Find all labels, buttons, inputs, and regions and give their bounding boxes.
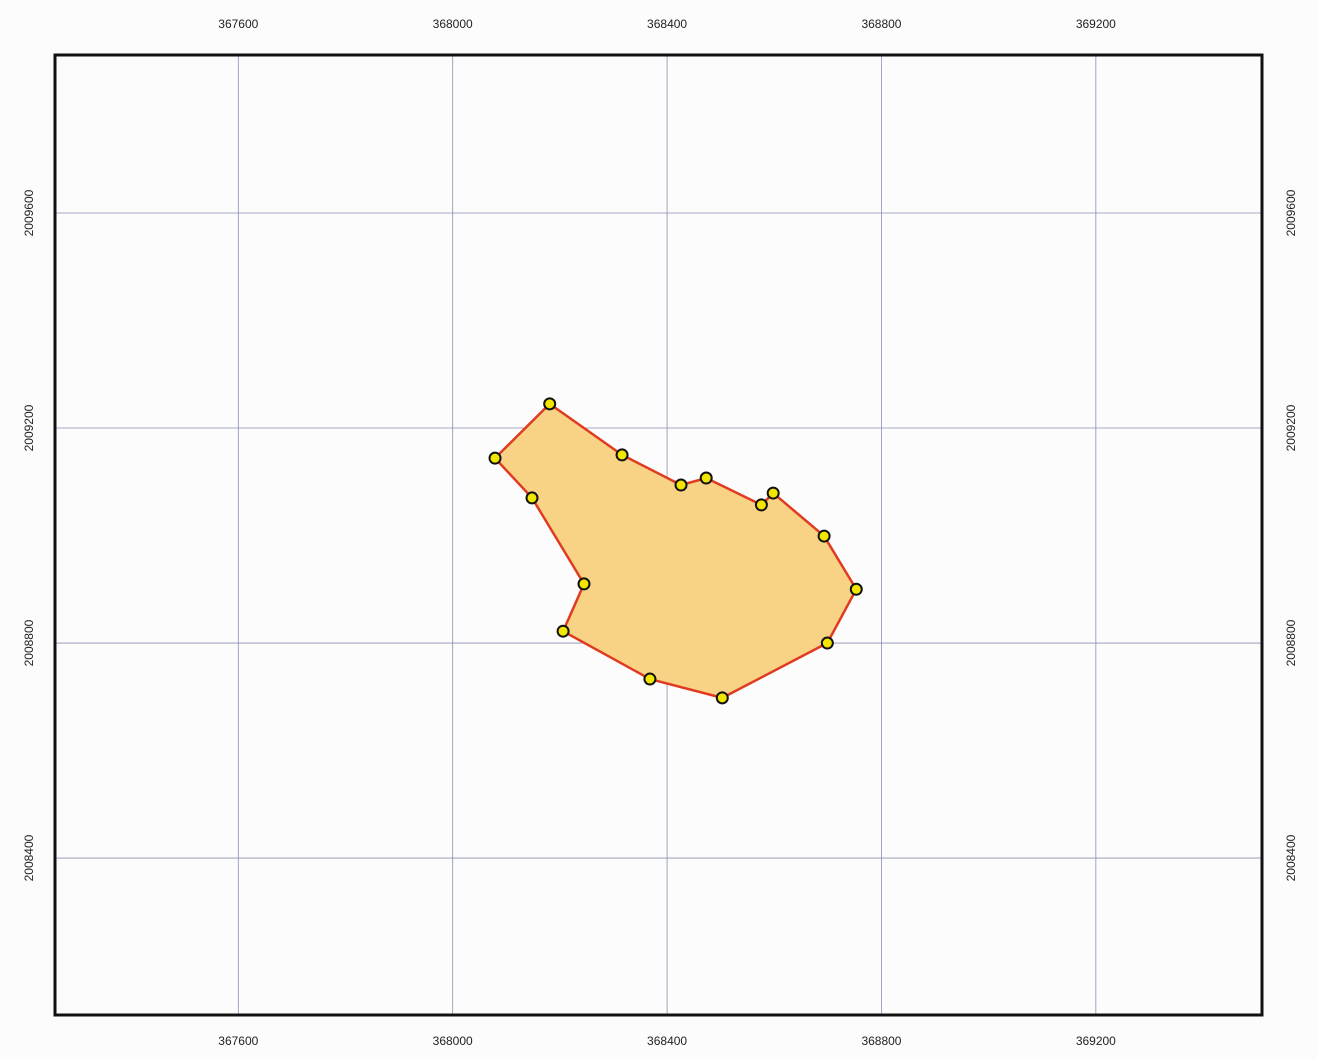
x-tick-label-top: 367600 bbox=[218, 17, 258, 31]
vertex-marker bbox=[849, 582, 863, 596]
y-tick-label-right: 2009200 bbox=[1284, 404, 1298, 451]
area-polygon bbox=[493, 402, 858, 700]
vertex-marker bbox=[543, 397, 557, 411]
vertex-marker bbox=[817, 529, 831, 543]
vertex-marker bbox=[615, 448, 629, 462]
map-frame bbox=[53, 53, 1264, 1017]
y-tick-label-left: 2008400 bbox=[22, 834, 36, 881]
x-tick-label-bottom: 368000 bbox=[433, 1034, 473, 1048]
x-tick-label-top: 368400 bbox=[647, 17, 687, 31]
y-tick-label-left: 2008800 bbox=[22, 619, 36, 666]
y-tick-label-right: 2009600 bbox=[1284, 189, 1298, 236]
x-tick-label-top: 368000 bbox=[433, 17, 473, 31]
vertex-marker bbox=[643, 672, 657, 686]
y-tick-label-left: 2009600 bbox=[22, 189, 36, 236]
y-tick-label-right: 2008800 bbox=[1284, 619, 1298, 666]
x-tick-label-top: 368800 bbox=[861, 17, 901, 31]
y-tick-label-left: 2009200 bbox=[22, 404, 36, 451]
vertex-marker bbox=[674, 478, 688, 492]
x-tick-label-bottom: 368400 bbox=[647, 1034, 687, 1048]
vertex-marker bbox=[766, 486, 780, 500]
vertex-marker bbox=[699, 471, 713, 485]
vertex-marker bbox=[715, 691, 729, 705]
vertex-marker bbox=[754, 498, 768, 512]
vertex-marker bbox=[820, 636, 834, 650]
x-tick-label-bottom: 368800 bbox=[861, 1034, 901, 1048]
y-tick-label-right: 2008400 bbox=[1284, 834, 1298, 881]
vertex-marker bbox=[525, 491, 539, 505]
vertex-marker bbox=[577, 577, 591, 591]
vertex-marker bbox=[556, 624, 570, 638]
x-tick-label-top: 369200 bbox=[1076, 17, 1116, 31]
x-tick-label-bottom: 369200 bbox=[1076, 1034, 1116, 1048]
x-tick-label-bottom: 367600 bbox=[218, 1034, 258, 1048]
vertex-marker bbox=[488, 451, 502, 465]
